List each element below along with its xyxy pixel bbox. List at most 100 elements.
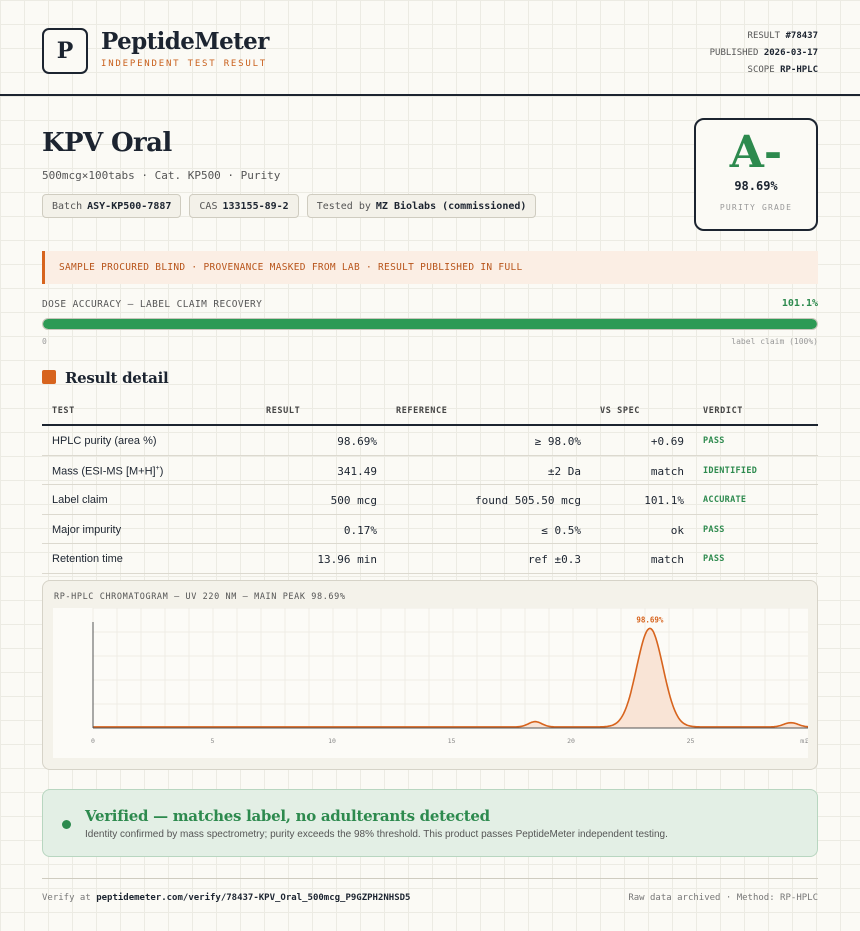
cell-reference: ±2 Da [547, 464, 581, 478]
chromatogram-line [93, 627, 808, 728]
chromatogram-title: RP-HPLC CHROMATOGRAM — UV 220 NM — MAIN … [54, 592, 346, 602]
cell-vs-spec: +0.69 [650, 435, 684, 448]
footer-divider [42, 878, 818, 879]
footer-verify: Verify at peptidemeter.com/verify/78437-… [42, 893, 410, 903]
cell-verdict: PASS [703, 436, 725, 446]
page-header: P PeptideMeter INDEPENDENT TEST RESULT R… [0, 0, 860, 96]
result-id-label: RESULT [747, 31, 781, 41]
cell-test-text: Label claim [52, 494, 108, 506]
cell-test: Mass (ESI-MS [M+H]+) [52, 465, 163, 478]
table-row: Label claim 500 mcg found 505.50 mcg 101.1%… [42, 485, 818, 515]
table-row: Mass (ESI-MS [M+H]+) 341.49 ±2 Da match IDEN… [42, 456, 818, 485]
scope-label: SCOPE [747, 65, 775, 75]
tested-label: Tested by [316, 200, 371, 212]
x-tick-label: 15 [448, 737, 456, 745]
scope-value: RP-HPLC [780, 65, 818, 75]
x-tick-label: 20 [567, 737, 575, 745]
cell-verdict: ACCURATE [703, 495, 747, 505]
cell-vs-spec: ok [670, 523, 684, 537]
table-body: HPLC purity (area %) 98.69% ≥ 98.0% +0.69 PA… [42, 426, 818, 574]
cell-vs-spec: match [650, 553, 684, 566]
result-id-value: #78437 [785, 31, 818, 41]
chromatogram-panel: RP-HPLC CHROMATOGRAM — UV 220 NM — MAIN … [42, 580, 818, 770]
result-meta: RESULT #78437 PUBLISHED 2026-03-17 SCOPE… [710, 28, 818, 79]
cell-test: Retention time [52, 553, 123, 565]
cell-test-text: Mass (ESI-MS [M+H] [52, 465, 156, 478]
cell-result: 13.96 min [317, 553, 377, 566]
cell-reference: found 505.50 mcg [475, 494, 581, 507]
batch-value: ASY-KP500-7887 [87, 200, 172, 212]
cell-test-text: Major impurity [52, 523, 122, 536]
table-row: Major impurity 0.17% ≤ 0.5% ok PASS [42, 515, 818, 544]
grade-value: 98.69% [734, 179, 778, 193]
cas-label: CAS [199, 200, 218, 212]
cell-result: 98.69% [337, 435, 377, 448]
cell-reference: ref ±0.3 [528, 553, 581, 566]
product-title: KPV Oral [42, 128, 172, 158]
cell-verdict: PASS [703, 524, 725, 535]
dose-accuracy-label: DOSE ACCURACY — LABEL CLAIM RECOVERY [42, 299, 263, 310]
product-subtitle: 500mcg×100tabs · Cat. KP500 · Purity [42, 169, 281, 182]
cell-test-superscript: + [155, 464, 160, 472]
verify-prefix: Verify at [42, 893, 91, 903]
dose-accuracy-value: 101.1% [781, 298, 818, 309]
cas-chip: CAS 133155-89-2 [189, 194, 299, 218]
x-tick-label: 0 [91, 737, 95, 745]
x-tick-label: 30 [806, 737, 808, 745]
cell-test-text: Retention time [52, 553, 123, 565]
header-test: TEST [52, 406, 75, 416]
tested-value: MZ Biolabs (commissioned) [375, 200, 527, 212]
batch-label: Batch [52, 200, 83, 212]
logo-letter: P [56, 38, 74, 64]
table-row: HPLC purity (area %) 98.69% ≥ 98.0% +0.69 PA… [42, 426, 818, 456]
tested-by-chip: Tested by MZ Biolabs (commissioned) [306, 194, 537, 218]
brand-logo: P [42, 28, 88, 74]
chromatogram-area [93, 628, 808, 728]
verified-text: Identity confirmed by mass spectrometry;… [85, 829, 668, 840]
chromatogram-svg: 0 5 10 15 20 25 30min 98.69% [91, 608, 808, 745]
cell-reference: ≤ 0.5% [541, 523, 581, 537]
cell-reference: ≥ 98.0% [534, 435, 581, 448]
header-reference: REFERENCE [396, 406, 448, 416]
dose-progress-fill [43, 319, 817, 329]
section-title: Result detail [65, 369, 169, 387]
batch-chip: Batch ASY-KP500-7887 [42, 194, 182, 218]
x-tick-label: 25 [687, 737, 695, 745]
published-value: 2026-03-17 [763, 48, 818, 58]
main-peak-label: 98.69% [636, 615, 664, 624]
procurement-notice: SAMPLE PROCURED BLIND · PROVENANCE MASKE… [42, 251, 818, 284]
purity-grade-card: A- 98.69% PURITY GRADE [694, 118, 818, 231]
table-header: TEST RESULT REFERENCE VS SPEC VERDICT [42, 397, 818, 426]
header-result: RESULT [266, 406, 301, 416]
section-marker [42, 370, 56, 384]
x-tick-label: 5 [211, 737, 215, 745]
cell-test: Major impurity [52, 524, 121, 536]
verified-banner: Verified — matches label, no adulterants… [42, 789, 818, 857]
cell-vs-spec: match [650, 464, 684, 478]
product-chips: Batch ASY-KP500-7887 CAS 133155-89-2 Teste… [42, 194, 537, 218]
dose-bar-max-label: label claim (100%) [731, 337, 818, 346]
cell-vs-spec: 101.1% [644, 494, 684, 507]
x-unit-label: min [800, 737, 808, 745]
cell-test-text: HPLC purity (area %) [52, 435, 157, 447]
chromatogram-plot: 0 5 10 15 20 25 30min 98.69% [53, 608, 808, 758]
x-tick-label: 10 [328, 737, 336, 745]
verified-title: Verified — matches label, no adulterants… [85, 807, 490, 825]
header-verdict: VERDICT [703, 406, 744, 416]
header-vs-spec: VS SPEC [600, 406, 641, 416]
footer-method: Raw data archived · Method: RP-HPLC [628, 893, 818, 903]
cell-result: 341.49 [337, 464, 377, 478]
cell-test: HPLC purity (area %) [52, 435, 157, 447]
cas-value: 133155-89-2 [222, 200, 289, 212]
result-table: TEST RESULT REFERENCE VS SPEC VERDICT HP… [42, 397, 818, 574]
cell-verdict: PASS [703, 554, 725, 564]
verified-dot-icon [62, 820, 71, 829]
brand-subtitle: INDEPENDENT TEST RESULT [101, 59, 268, 69]
cell-result: 500 mcg [330, 494, 377, 507]
cell-test: Label claim [52, 494, 108, 506]
grade-label: PURITY GRADE [719, 203, 793, 212]
verify-url-link[interactable]: peptidemeter.com/verify/78437-KPV_Oral_5… [96, 893, 411, 903]
cell-test-end: ) [159, 465, 164, 478]
published-label: PUBLISHED [709, 48, 759, 58]
brand-name: PeptideMeter [101, 28, 269, 55]
